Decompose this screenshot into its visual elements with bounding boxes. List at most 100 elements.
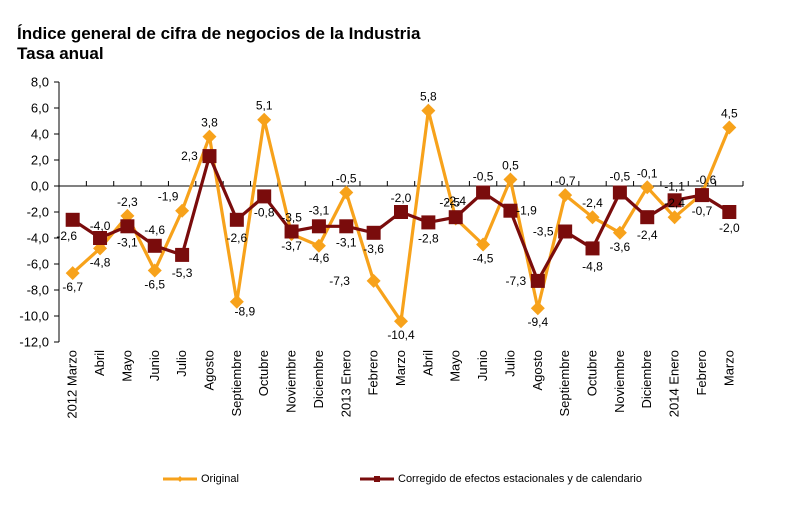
y-tick-label: 0,0 xyxy=(31,179,49,194)
data-label-original: -4,6 xyxy=(309,251,330,265)
legend-swatch-original xyxy=(163,476,197,482)
data-point-original xyxy=(667,210,682,225)
data-label-corrected: -3,1 xyxy=(336,235,357,249)
x-tick-label: Julio xyxy=(502,350,517,377)
data-label-corrected: -2,0 xyxy=(719,221,740,235)
chart-title: Índice general de cifra de negocios de l… xyxy=(17,24,421,43)
data-label-corrected: -0,8 xyxy=(254,205,275,219)
legend-label-original: Original xyxy=(201,473,239,485)
data-point-corrected xyxy=(640,210,655,225)
y-tick-label: 2,0 xyxy=(31,153,49,168)
data-label-original: -2,3 xyxy=(117,195,138,209)
data-label-original: -2,4 xyxy=(582,196,603,210)
data-point-original xyxy=(229,294,244,309)
x-tick-label: Noviembre xyxy=(284,350,299,413)
data-point-corrected xyxy=(366,225,381,240)
data-label-original: -4,8 xyxy=(90,255,111,269)
chart-subtitle: Tasa anual xyxy=(17,44,104,63)
data-label-original: -0,6 xyxy=(696,173,717,187)
data-point-original xyxy=(421,103,436,118)
series-corrected xyxy=(65,149,737,288)
data-label-corrected: -3,5 xyxy=(533,225,554,239)
data-point-corrected xyxy=(421,215,436,230)
data-point-original xyxy=(722,120,737,135)
data-point-corrected xyxy=(476,185,491,200)
y-tick-label: -4,0 xyxy=(27,231,49,246)
data-label-corrected: -1,1 xyxy=(664,179,685,193)
x-tick-label: Abril xyxy=(420,350,435,376)
data-label-original: -0,7 xyxy=(555,174,576,188)
data-label-corrected: -2,8 xyxy=(418,231,439,245)
data-label-corrected: -3,6 xyxy=(363,242,384,256)
x-tick-label: Julio xyxy=(174,350,189,377)
x-tick-label: Marzo xyxy=(393,350,408,386)
data-point-corrected xyxy=(394,205,408,219)
x-tick-label: Noviembre xyxy=(612,350,627,413)
data-point-original xyxy=(175,203,190,218)
data-label-original: -3,6 xyxy=(610,240,631,254)
data-point-corrected xyxy=(93,231,108,245)
x-tick-label: Marzo xyxy=(721,350,736,386)
data-point-corrected xyxy=(612,185,627,200)
y-tick-label: -6,0 xyxy=(27,257,49,272)
data-label-original: -0,5 xyxy=(336,172,357,186)
data-label-original: -3,7 xyxy=(281,239,302,253)
data-point-corrected xyxy=(558,224,573,239)
data-label-corrected: -2,6 xyxy=(56,229,77,243)
data-label-corrected: -3,1 xyxy=(117,235,138,249)
data-point-corrected xyxy=(503,203,518,218)
x-tick-label: Agosto xyxy=(530,350,545,390)
data-point-corrected xyxy=(311,219,326,234)
data-point-original xyxy=(202,129,217,144)
data-point-corrected xyxy=(585,241,600,256)
x-tick-label: Octubre xyxy=(256,350,271,396)
data-label-corrected: -0,7 xyxy=(692,204,713,218)
data-label-original: 0,5 xyxy=(502,159,519,173)
x-tick-label: Septiembre xyxy=(557,350,572,416)
x-tick-label: 2014 Enero xyxy=(667,350,682,417)
x-tick-label: Diciembre xyxy=(311,350,326,409)
legend-item-original: Original xyxy=(163,473,239,485)
series-original xyxy=(65,103,737,329)
data-point-corrected xyxy=(284,224,299,239)
data-point-original xyxy=(311,238,326,253)
line-chart: 8,0 6,0 4,0 2,0 0,0 -2,0 -4,0 -6,0 -8,0 -10,0 -12,… xyxy=(19,75,744,419)
data-label-original: -1,9 xyxy=(158,190,179,204)
data-label-corrected: -5,3 xyxy=(172,266,193,280)
data-point-corrected xyxy=(257,189,272,204)
x-tick-label: Mayo xyxy=(448,350,463,382)
data-point-original xyxy=(394,314,408,329)
data-point-original xyxy=(503,172,518,187)
data-label-original: -6,7 xyxy=(62,280,83,294)
data-label-corrected: -2,0 xyxy=(391,191,412,205)
data-point-original xyxy=(558,188,573,203)
data-label-original: 5,8 xyxy=(420,90,437,104)
y-tick-label: -2,0 xyxy=(27,205,49,220)
x-tick-label: Junio xyxy=(475,350,490,381)
data-label-original: 3,8 xyxy=(201,116,218,130)
x-tick-label: Febrero xyxy=(694,350,709,396)
data-label-original: -2,4 xyxy=(664,196,685,210)
y-tick-label: 6,0 xyxy=(31,101,49,116)
data-point-original xyxy=(65,266,80,281)
data-label-corrected: -3,1 xyxy=(309,203,330,217)
data-point-corrected xyxy=(65,212,80,227)
data-label-corrected: -2,4 xyxy=(445,194,466,208)
data-label-corrected: -1,9 xyxy=(516,204,537,218)
x-tick-label: Mayo xyxy=(119,350,134,382)
data-point-original xyxy=(530,301,545,316)
data-label-original: 4,5 xyxy=(721,107,738,121)
x-tick-label: Septiembre xyxy=(229,350,244,416)
y-tick-label: -12,0 xyxy=(19,335,49,350)
x-tick-label: 2012 Marzo xyxy=(65,350,80,419)
data-label-corrected: -4,8 xyxy=(582,259,603,273)
x-tick-label: Febrero xyxy=(366,350,381,396)
data-point-corrected xyxy=(229,212,244,227)
data-label-corrected: -0,5 xyxy=(473,170,494,184)
data-label-original: -0,1 xyxy=(637,166,658,180)
data-point-corrected xyxy=(667,193,682,208)
data-label-original: -6,5 xyxy=(144,278,165,292)
data-point-corrected xyxy=(694,188,709,203)
data-point-corrected xyxy=(147,238,162,253)
chart-title-block: Índice general de cifra de negocios de l… xyxy=(17,24,420,64)
